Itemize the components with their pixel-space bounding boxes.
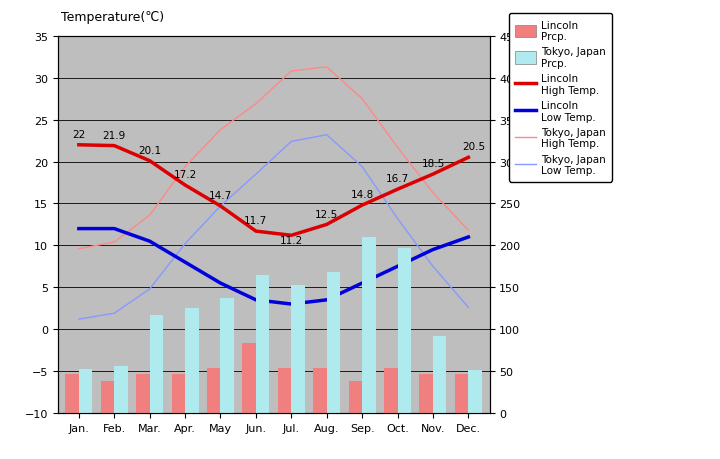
Bar <box>468 370 482 413</box>
Bar <box>362 237 376 413</box>
Bar <box>327 273 340 413</box>
Text: 18.5: 18.5 <box>421 159 444 169</box>
Bar <box>278 368 292 413</box>
Bar <box>114 366 127 413</box>
Text: 20.1: 20.1 <box>138 146 161 156</box>
Bar <box>384 368 397 413</box>
Bar <box>150 315 163 413</box>
Legend: Lincoln
Prcp., Tokyo, Japan
Prcp., Lincoln
High Temp., Lincoln
Low Temp., Tokyo,: Lincoln Prcp., Tokyo, Japan Prcp., Linco… <box>509 14 613 182</box>
Bar <box>101 381 114 413</box>
Bar <box>185 308 199 413</box>
Bar <box>313 368 327 413</box>
Bar <box>136 375 150 413</box>
Bar <box>348 381 362 413</box>
Text: 12.5: 12.5 <box>315 209 338 219</box>
Bar <box>420 375 433 413</box>
Text: Temperature(℃): Temperature(℃) <box>61 11 164 24</box>
Bar <box>397 248 411 413</box>
Text: 22: 22 <box>72 129 86 140</box>
Text: 21.9: 21.9 <box>103 130 126 140</box>
Text: 14.7: 14.7 <box>209 190 232 201</box>
Bar <box>455 375 468 413</box>
Text: 17.2: 17.2 <box>174 170 197 180</box>
Bar <box>433 336 446 413</box>
Text: 16.7: 16.7 <box>386 174 409 184</box>
Bar <box>66 375 79 413</box>
Text: 11.2: 11.2 <box>279 236 303 246</box>
Bar <box>256 275 269 413</box>
Bar <box>292 285 305 413</box>
Bar <box>243 343 256 413</box>
Bar <box>220 298 234 413</box>
Text: 14.8: 14.8 <box>351 190 374 200</box>
Bar <box>207 368 220 413</box>
Text: 11.7: 11.7 <box>244 216 268 226</box>
Bar <box>79 369 92 413</box>
Bar <box>171 375 185 413</box>
Text: 20.5: 20.5 <box>462 142 485 152</box>
